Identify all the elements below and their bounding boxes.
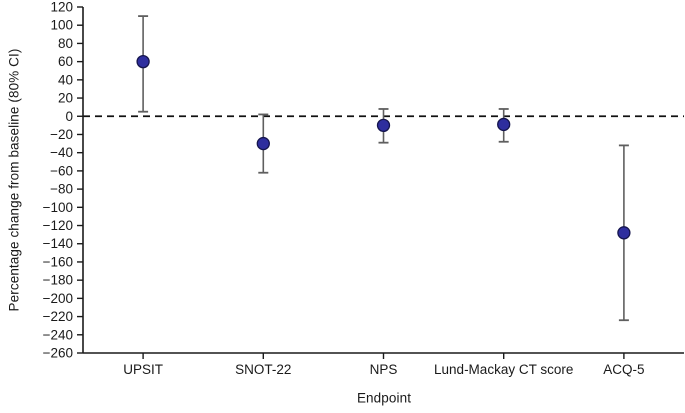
data-point-marker	[136, 54, 150, 69]
data-point-marker	[376, 118, 391, 133]
y-axis-tick-label: −20	[50, 127, 73, 142]
y-axis-tick-label: −100	[43, 200, 73, 215]
y-axis-tick-label: −220	[43, 309, 73, 324]
y-axis-tick-label: 60	[58, 54, 73, 69]
x-axis-tick-label: Lund-Mackay CT score	[434, 362, 573, 377]
x-axis-tick-label: SNOT-22	[235, 362, 291, 377]
x-axis-tick-label: ACQ-5	[603, 362, 644, 377]
y-axis-tick-label: 100	[50, 18, 73, 33]
y-axis-tick-label: −120	[43, 218, 73, 233]
y-axis-tick-label: 20	[58, 91, 73, 106]
data-point-marker	[497, 117, 511, 132]
y-axis-tick-label: −40	[50, 145, 73, 160]
x-axis-tick-label: NPS	[370, 362, 398, 377]
y-axis-tick-label: 80	[58, 36, 73, 51]
y-axis-tick-label: −80	[50, 182, 73, 197]
y-axis-tick-label: 40	[58, 72, 73, 87]
y-axis-tick-label: −60	[50, 163, 73, 178]
y-axis-tick-label: 120	[50, 0, 73, 15]
data-point-marker	[256, 136, 270, 151]
x-axis-tick-label: UPSIT	[123, 362, 163, 377]
y-axis-tick-label: −200	[43, 291, 73, 306]
y-axis-tick-label: −260	[43, 346, 73, 361]
y-axis-tick-label: −240	[43, 327, 73, 342]
y-axis-tick-label: −160	[43, 254, 73, 269]
y-axis-tick-label: 0	[65, 109, 73, 124]
data-point-marker	[617, 226, 631, 240]
x-axis-title: Endpoint	[356, 390, 412, 406]
y-axis-tick-label: −140	[43, 236, 73, 251]
y-axis-title: Percentage change from baseline (80% CI)	[6, 48, 22, 312]
y-axis-tick-label: −180	[43, 273, 73, 288]
